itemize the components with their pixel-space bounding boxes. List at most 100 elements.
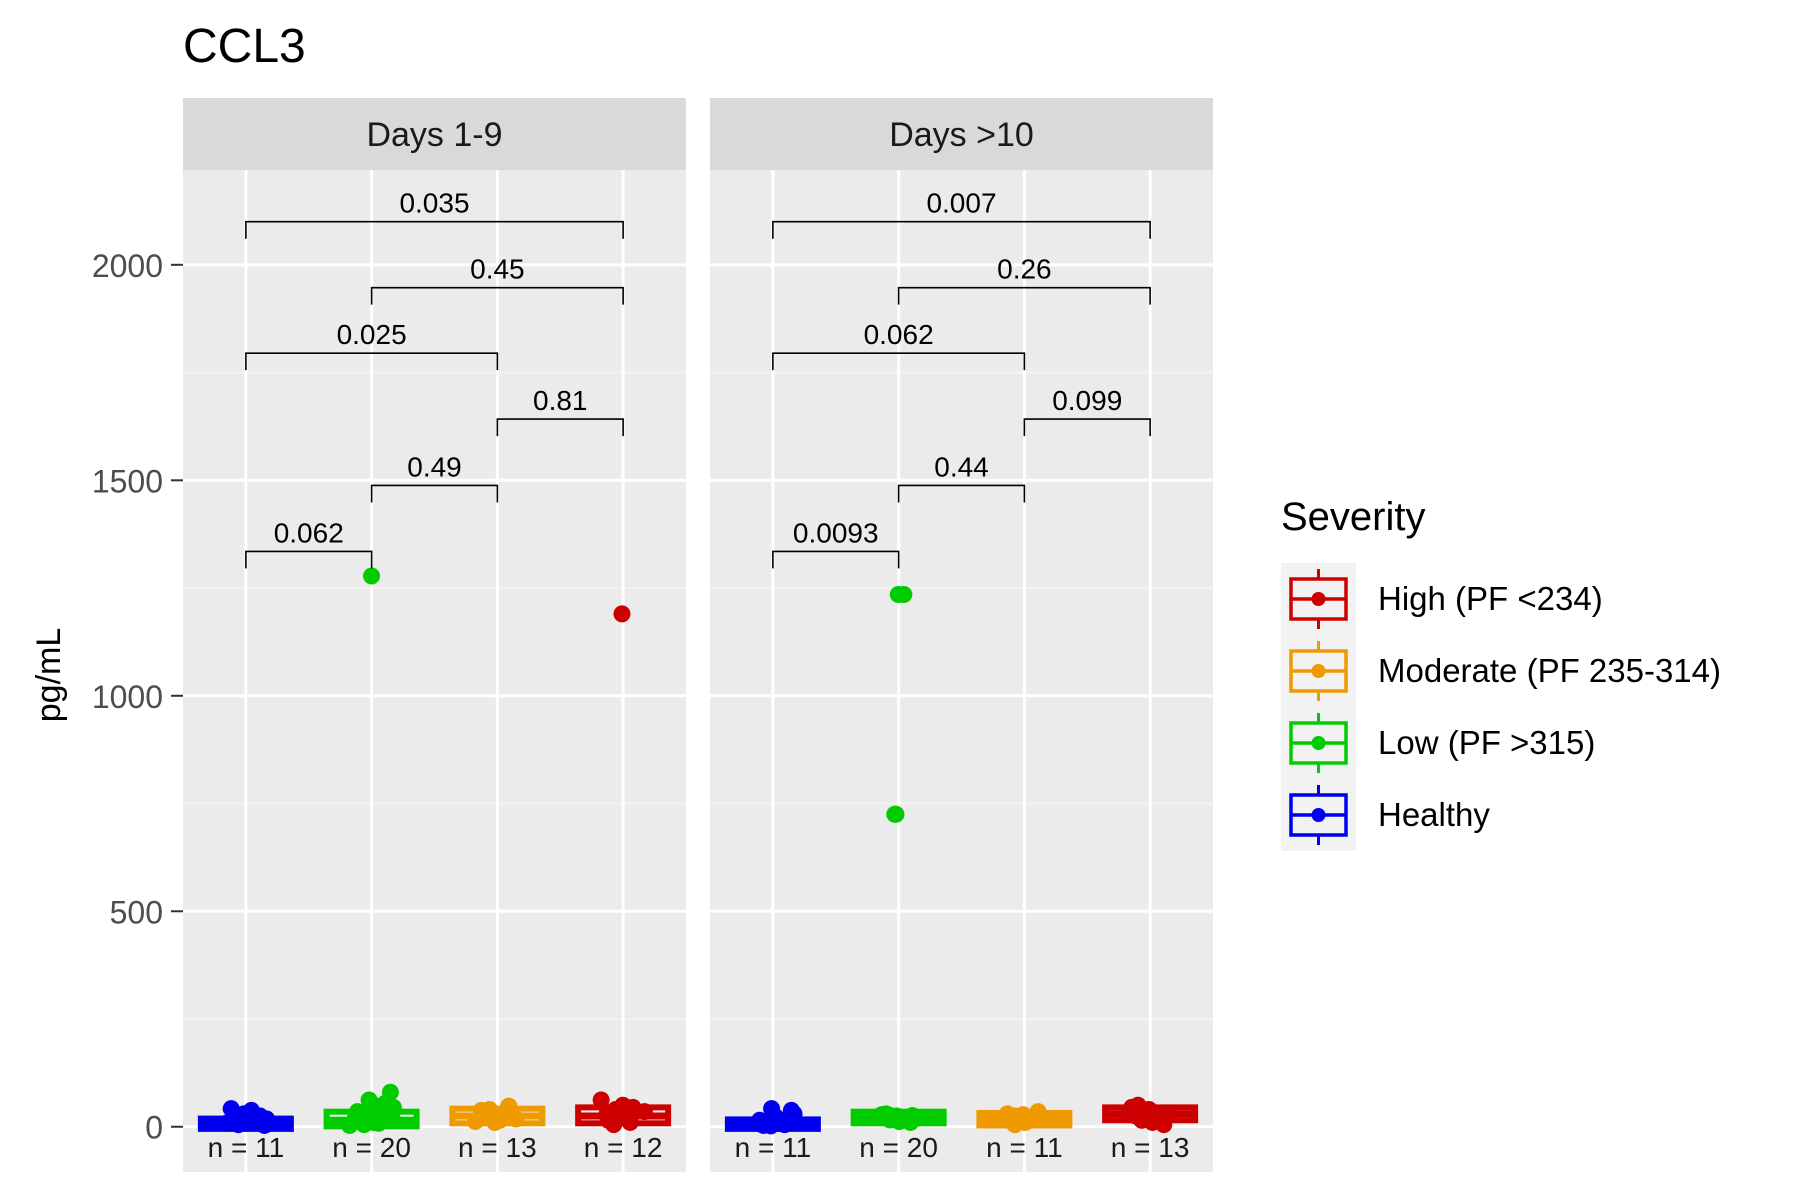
p-value-label: 0.062: [274, 517, 344, 548]
n-label: n = 13: [1111, 1132, 1190, 1163]
data-point: [1032, 1108, 1050, 1126]
data-point: [355, 1106, 373, 1124]
p-value-label: 0.062: [864, 319, 934, 350]
y-tick-label: 2000: [92, 248, 163, 284]
bracket-line: [897, 286, 1151, 305]
facet-strip-label: Days 1-9: [366, 116, 502, 154]
p-value-label: 0.099: [1052, 385, 1122, 416]
data-point: [1155, 1116, 1173, 1134]
panel-background: [710, 170, 1213, 1172]
data-point: [605, 1116, 623, 1134]
legend-entry: Low (PF >315): [1289, 713, 1595, 773]
bracket-line: [772, 352, 1026, 371]
data-point: [873, 1109, 891, 1127]
data-point: [613, 605, 631, 623]
bracket-line: [245, 550, 373, 569]
panel-days-1-9: Days 1-9 n = 11 n = 20 n = 13 n = 12 0.035 0.4…: [183, 98, 686, 1172]
legend-entry-label: High (PF <234): [1378, 580, 1603, 617]
legend-entry-label: Moderate (PF 235-314): [1378, 652, 1721, 689]
data-point: [363, 567, 381, 585]
data-point: [222, 1100, 240, 1118]
p-value-label: 0.0093: [793, 517, 879, 548]
comparison-bracket: 0.44: [897, 451, 1026, 503]
p-value-label: 0.26: [997, 254, 1052, 285]
group-moderate: n = 13: [449, 1097, 546, 1163]
comparison-bracket: 0.49: [370, 451, 499, 503]
legend-key-point: [1311, 664, 1326, 678]
comparison-bracket: 0.062: [245, 517, 373, 569]
data-point: [998, 1105, 1016, 1123]
facet-strip-label: Days >10: [889, 116, 1034, 154]
legend-entry: Moderate (PF 235-314): [1289, 641, 1721, 701]
group-healthy: n = 11: [724, 1100, 821, 1163]
data-point: [341, 1116, 359, 1134]
data-point: [762, 1117, 780, 1135]
data-point: [251, 1107, 269, 1125]
bracket-line: [370, 286, 624, 305]
legend-entry: High (PF <234): [1289, 569, 1603, 629]
group-moderate: n = 11: [976, 1103, 1073, 1163]
n-label: n = 11: [735, 1132, 812, 1163]
legend: Severity High (PF <234) Moderate (PF 235-…: [1281, 495, 1721, 851]
data-point: [624, 1098, 642, 1116]
data-point: [763, 1100, 781, 1118]
p-value-label: 0.45: [470, 254, 525, 285]
n-label: n = 11: [986, 1132, 1063, 1163]
p-value-label: 0.81: [533, 385, 588, 416]
bracket-line: [370, 484, 499, 503]
data-point: [488, 1106, 506, 1124]
comparison-bracket: 0.45: [370, 254, 624, 305]
group-low: n = 20: [323, 567, 420, 1163]
y-axis: 0 500 1000 1500 2000: [92, 248, 183, 1146]
legend-entry-label: Low (PF >315): [1378, 724, 1595, 761]
data-point: [381, 1083, 399, 1101]
group-high: n = 12: [575, 605, 672, 1163]
p-value-label: 0.007: [926, 188, 996, 219]
comparison-bracket: 0.0093: [772, 517, 900, 569]
y-tick-label: 500: [110, 894, 163, 930]
data-point: [466, 1113, 484, 1131]
n-label: n = 20: [332, 1132, 411, 1163]
facet-strip: [710, 98, 1213, 170]
p-value-label: 0.49: [407, 451, 462, 482]
panels: Days 1-9 n = 11 n = 20 n = 13 n = 12 0.035 0.4…: [183, 98, 1213, 1172]
comparison-bracket: 0.035: [245, 188, 624, 239]
panel-background: [183, 170, 686, 1172]
y-tick-label: 1000: [92, 679, 163, 715]
bracket-line: [1023, 418, 1151, 437]
data-point: [592, 1091, 610, 1109]
bracket-line: [772, 220, 1151, 239]
legend-key-point: [1311, 592, 1326, 606]
bracket-line: [496, 418, 624, 437]
n-label: n = 12: [584, 1132, 663, 1163]
p-value-label: 0.44: [934, 451, 989, 482]
n-label: n = 11: [208, 1132, 285, 1163]
data-point: [887, 805, 905, 823]
comparison-bracket: 0.062: [772, 319, 1026, 371]
group-high: n = 13: [1102, 1096, 1199, 1163]
bracket-line: [245, 220, 624, 239]
data-point: [885, 1108, 903, 1126]
comparison-bracket: 0.81: [496, 385, 624, 437]
bracket-line: [772, 550, 900, 569]
p-value-label: 0.035: [399, 188, 469, 219]
bracket-line: [897, 484, 1026, 503]
n-label: n = 13: [458, 1132, 537, 1163]
comparison-bracket: 0.025: [245, 319, 499, 371]
comparison-bracket: 0.099: [1023, 385, 1151, 437]
data-point: [1123, 1101, 1141, 1119]
n-label: n = 20: [859, 1132, 938, 1163]
y-tick-label: 1500: [92, 463, 163, 499]
group-low: n = 20: [850, 586, 947, 1163]
legend-entry-label: Healthy: [1378, 796, 1490, 833]
y-tick-label: 0: [145, 1110, 163, 1146]
comparison-bracket: 0.26: [897, 254, 1151, 305]
data-point: [1014, 1106, 1032, 1124]
facet-strip: [183, 98, 686, 170]
chart-title: CCL3: [183, 20, 306, 73]
legend-key-point: [1311, 808, 1326, 822]
data-point: [783, 1110, 801, 1128]
panel-days-over-10: Days >10 n = 11 n = 20 n = 11 n = 13 0.007 0.2…: [710, 98, 1213, 1172]
y-axis-label: pg/mL: [30, 628, 68, 723]
